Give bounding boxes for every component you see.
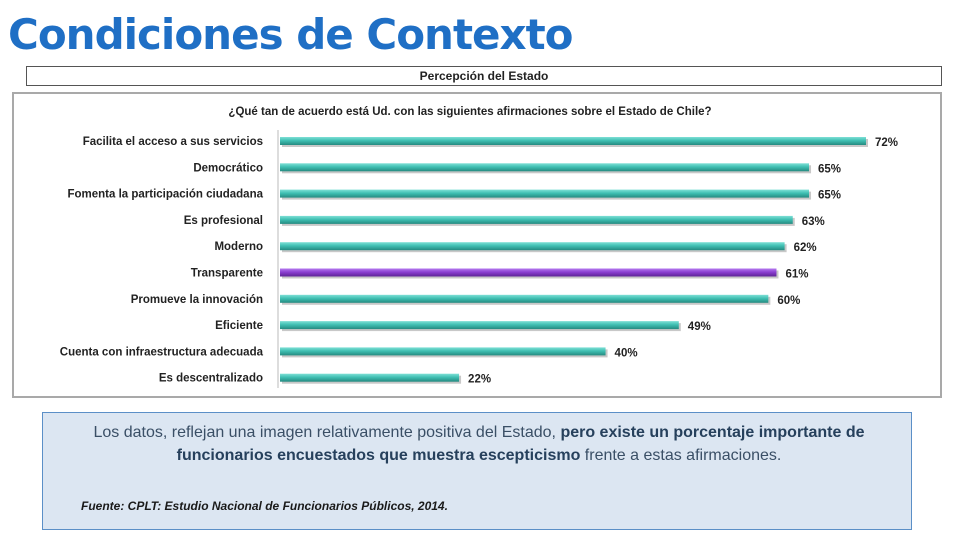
value-label: 65% bbox=[818, 190, 841, 202]
bar bbox=[280, 215, 793, 224]
category-label: Es profesional bbox=[184, 215, 263, 227]
bar bbox=[280, 321, 679, 330]
summary-text-emphasis: pero existe un porcentaje importante de … bbox=[176, 424, 865, 464]
slide-title: Condiciones de Contexto bbox=[8, 10, 574, 59]
value-label: 65% bbox=[818, 163, 841, 175]
value-label: 40% bbox=[615, 347, 638, 359]
bar bbox=[280, 347, 606, 356]
chart-frame: ¿Qué tan de acuerdo está Ud. con las sig… bbox=[12, 92, 942, 398]
source-citation: Fuente: CPLT: Estudio Nacional de Funcio… bbox=[81, 499, 448, 513]
bar bbox=[280, 294, 769, 303]
chart-subtitle: Percepción del Estado bbox=[26, 66, 942, 86]
summary-text: Los datos, reflejan una imagen relativam… bbox=[69, 421, 889, 467]
value-label: 22% bbox=[468, 374, 491, 386]
summary-box: Los datos, reflejan una imagen relativam… bbox=[42, 412, 912, 530]
value-label: 49% bbox=[688, 321, 711, 333]
bar-chart: ¿Qué tan de acuerdo está Ud. con las sig… bbox=[60, 106, 898, 388]
category-label: Eficiente bbox=[215, 320, 263, 332]
summary-text-end: frente a estas afirmaciones. bbox=[580, 447, 782, 464]
category-label: Transparente bbox=[191, 268, 263, 280]
category-label: Promueve la innovación bbox=[131, 294, 263, 306]
bar bbox=[280, 242, 785, 251]
bar bbox=[280, 268, 777, 277]
value-label: 62% bbox=[794, 242, 817, 254]
bar bbox=[280, 189, 810, 198]
bar bbox=[280, 373, 460, 382]
category-label: Es descentralizado bbox=[159, 373, 263, 385]
category-label: Facilita el acceso a sus servicios bbox=[83, 136, 263, 148]
category-label: Moderno bbox=[214, 241, 263, 253]
value-label: 61% bbox=[785, 269, 808, 281]
bar bbox=[280, 137, 866, 145]
summary-text-intro: Los datos, reflejan una imagen relativam… bbox=[93, 424, 561, 441]
value-label: 72% bbox=[875, 137, 898, 149]
category-label: Fomenta la participación ciudadana bbox=[67, 189, 263, 201]
bar bbox=[280, 163, 810, 172]
value-label: 60% bbox=[777, 295, 800, 307]
category-label: Democrático bbox=[193, 162, 263, 174]
value-label: 63% bbox=[802, 216, 825, 228]
category-label: Cuenta con infraestructura adecuada bbox=[60, 346, 264, 358]
chart-title: ¿Qué tan de acuerdo está Ud. con las sig… bbox=[228, 106, 711, 118]
